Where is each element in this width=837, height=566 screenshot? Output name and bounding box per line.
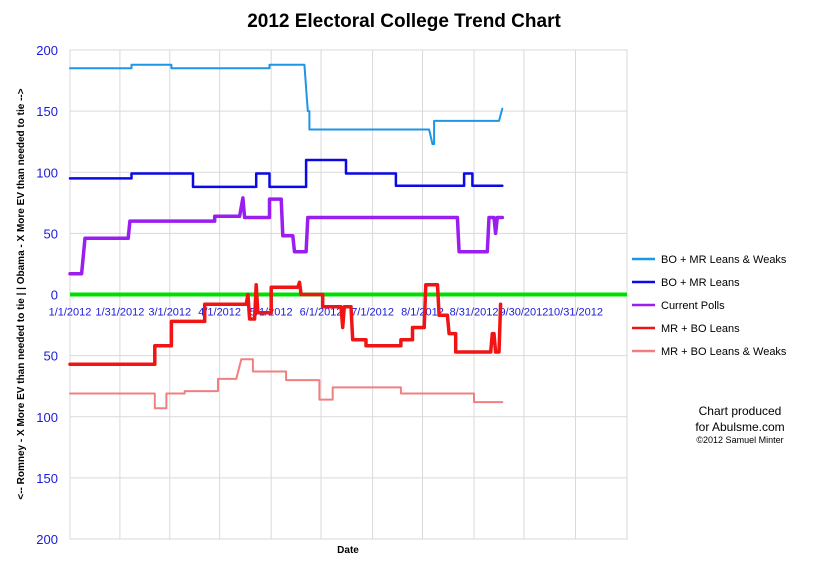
credit-line-1: Chart produced	[699, 404, 782, 418]
x-tick-label: 1/1/2012	[49, 307, 92, 319]
x-tick-label: 1/31/2012	[95, 307, 144, 319]
series-current-polls	[68, 196, 505, 276]
legend-label: MR + BO Leans & Weaks	[661, 346, 787, 358]
y-axis-label: <-- Romney - X More EV than needed to ti…	[16, 88, 27, 499]
legend-label: BO + MR Leans	[661, 277, 740, 289]
y-tick-label: 0	[51, 288, 58, 303]
x-tick-label: 8/1/2012	[401, 307, 444, 319]
y-tick-label: 100	[36, 410, 58, 425]
y-tick-label: 200	[36, 532, 58, 547]
x-tick-label: 9/30/2012	[499, 307, 548, 319]
x-tick-label: 3/1/2012	[148, 307, 191, 319]
legend: BO + MR Leans & Weaks BO + MR Leans Curren…	[632, 254, 787, 358]
y-tick-label: 200	[36, 43, 58, 58]
x-tick-label: 10/31/2012	[548, 307, 603, 319]
x-tick-label: 8/31/2012	[450, 307, 499, 319]
series-bo-mr-leans-weaks	[69, 63, 504, 146]
plot-area: 200 150 100 50 0 50 100 150 200 1/1/2012 1/31/2012…	[36, 43, 628, 547]
x-tick-label: 7/1/2012	[351, 307, 394, 319]
y-tick-label: 50	[44, 226, 58, 241]
series-mr-bo-leans-weaks	[69, 358, 504, 410]
chart-title: 2012 Electoral College Trend Chart	[247, 11, 561, 32]
legend-label: BO + MR Leans & Weaks	[661, 254, 787, 266]
y-tick-label: 100	[36, 165, 58, 180]
credit-line-2: for Abulsme.com	[695, 420, 784, 434]
x-tick-label: 6/1/2012	[300, 307, 343, 319]
series-mr-bo-leans	[68, 280, 503, 366]
legend-label: MR + BO Leans	[661, 323, 740, 335]
legend-label: Current Polls	[661, 300, 725, 312]
y-tick-label: 50	[44, 349, 58, 364]
credit-line-3: ©2012 Samuel Minter	[696, 435, 783, 445]
y-tick-label: 150	[36, 104, 58, 119]
x-axis-label: Date	[337, 545, 359, 556]
x-tick-label: 4/1/2012	[198, 307, 241, 319]
y-tick-label: 150	[36, 471, 58, 486]
series-bo-mr-leans	[68, 158, 504, 189]
